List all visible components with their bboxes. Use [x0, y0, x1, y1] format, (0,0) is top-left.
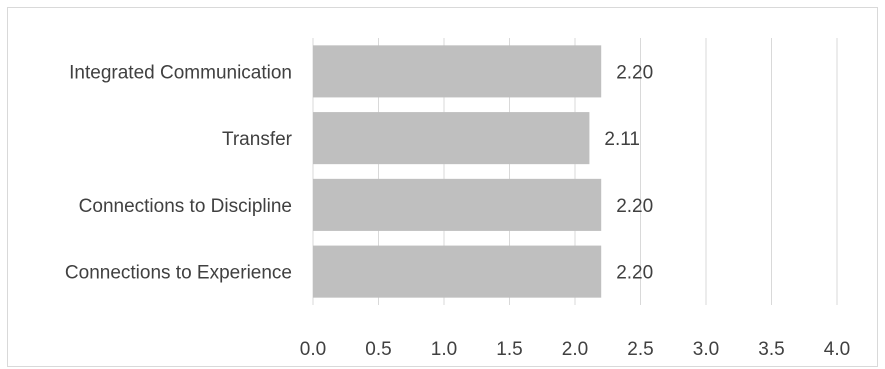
- data-label: 2.11: [604, 129, 640, 150]
- value-labels: 2.20 2.11 2.20 2.20: [604, 62, 653, 283]
- category-label: Connections to Experience: [65, 263, 292, 284]
- x-tick-label: 0.5: [365, 339, 391, 360]
- bar: [313, 178, 602, 231]
- data-label: 2.20: [616, 263, 653, 284]
- data-label: 2.20: [616, 196, 653, 217]
- x-tick-label: 0.0: [300, 339, 326, 360]
- bar: [313, 112, 590, 165]
- category-label: Transfer: [222, 129, 293, 150]
- x-tick-label: 2.5: [627, 339, 653, 360]
- category-label: Connections to Discipline: [79, 196, 292, 217]
- bar: [313, 45, 602, 98]
- x-tick-labels: 0.0 0.5 1.0 1.5 2.0 2.5 3.0 3.5 4.0: [300, 339, 850, 360]
- bar: [313, 245, 602, 298]
- x-tick-label: 3.0: [693, 339, 719, 360]
- category-labels: Integrated Communication Transfer Connecti…: [65, 62, 293, 283]
- x-tick-label: 4.0: [824, 339, 850, 360]
- x-tick-label: 3.5: [758, 339, 784, 360]
- x-tick-label: 1.0: [431, 339, 457, 360]
- category-label: Integrated Communication: [69, 62, 292, 83]
- bars: [313, 45, 602, 298]
- x-tick-label: 1.5: [496, 339, 522, 360]
- x-tick-label: 2.0: [562, 339, 588, 360]
- data-label: 2.20: [616, 62, 653, 83]
